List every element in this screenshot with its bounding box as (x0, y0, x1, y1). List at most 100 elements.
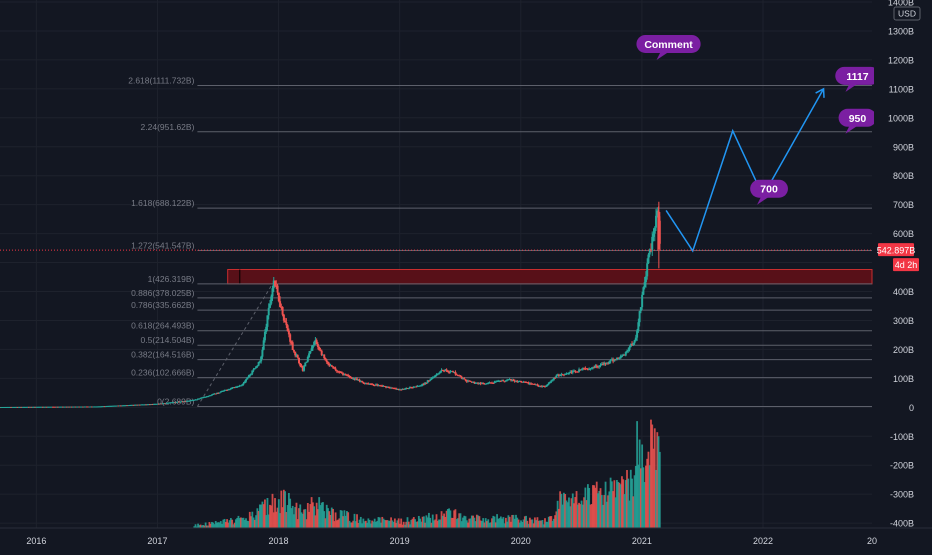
candle-body (649, 249, 652, 251)
volume-bar (293, 514, 295, 528)
candle-body (175, 401, 178, 403)
candle-body (238, 385, 241, 387)
candle-body (545, 385, 548, 387)
price-tick-label: 900B (893, 142, 914, 152)
candle-body (179, 401, 182, 403)
volume-bar (407, 521, 410, 528)
candle-body (106, 405, 109, 407)
volume-bar (404, 524, 406, 528)
callout-bubble[interactable]: 950 (838, 108, 877, 134)
volume-bar (322, 502, 324, 528)
volume-bar (525, 515, 527, 528)
volume-bar (580, 500, 583, 528)
volume-bar (242, 517, 245, 528)
volume-bar (603, 495, 606, 528)
volume-bar (594, 487, 597, 528)
callout-bubble[interactable]: 1117 (835, 66, 880, 92)
volume-bar (420, 521, 423, 528)
candle-body (229, 388, 232, 390)
candle-body (88, 406, 91, 408)
volume-bar (381, 516, 384, 528)
volume-bar (251, 511, 254, 528)
price-axis[interactable]: 1400B 1300B 1200B 1100B 1000B 900B 800B 700B 600… (874, 0, 932, 550)
candle-body (86, 406, 89, 408)
candle-body (332, 366, 335, 368)
volume-bar (550, 516, 553, 528)
volume-bar (315, 502, 318, 528)
volume-bar (604, 481, 607, 528)
candle-body (580, 369, 583, 371)
current-price-label: 542.897B (877, 246, 916, 256)
candle-body (374, 384, 377, 386)
candle-body (603, 362, 606, 365)
candle-body (306, 357, 309, 362)
candle-body (608, 361, 611, 364)
candle-body (209, 395, 212, 397)
candle-body (356, 378, 359, 381)
fib-level-label: 1.272(541.547B) (131, 241, 194, 251)
candle-body (281, 306, 284, 315)
callout-bubble[interactable]: Comment (636, 34, 701, 60)
candle-body (64, 406, 67, 408)
arrow-head (815, 87, 825, 98)
projection-path-layer[interactable] (665, 87, 825, 253)
candle-body (118, 405, 121, 407)
candle-body (310, 348, 313, 352)
volume-bar (436, 520, 439, 528)
candle-body (295, 355, 298, 357)
callout-text: 950 (849, 113, 867, 125)
volume-bar (602, 504, 604, 528)
volume-bar (366, 522, 369, 528)
volume-bar (560, 493, 563, 528)
candle-body (7, 406, 10, 408)
volume-bar (462, 517, 464, 528)
candle-body (605, 363, 608, 365)
candle-body (357, 379, 360, 381)
volume-bar (626, 470, 628, 528)
candle-body (314, 340, 317, 343)
candle-body (574, 370, 577, 372)
candle-body (69, 406, 72, 408)
candle-body (464, 379, 467, 381)
candle-body (489, 382, 492, 384)
volume-bar (506, 521, 509, 528)
candle-body (531, 383, 534, 385)
volume-bar (377, 517, 380, 528)
volume-bar (492, 515, 495, 528)
volume-bar (290, 508, 293, 528)
candle-body (77, 406, 80, 408)
time-axis[interactable]: 2016 2017 2018 2019 2020 2021 2022 20 (0, 527, 932, 546)
volume-bar (426, 517, 429, 528)
volume-bar (653, 428, 656, 528)
candle-body (527, 382, 530, 385)
candle-body (228, 389, 231, 391)
volume-bar (361, 523, 363, 528)
volume-bar (501, 518, 504, 528)
candle-body (203, 396, 206, 398)
candle-body (192, 399, 195, 401)
volume-bar (570, 498, 573, 528)
candle-body (434, 375, 437, 378)
candle-body (79, 406, 82, 408)
price-tick-label: 300B (893, 316, 914, 326)
callout-labels[interactable]: Comment 1117 950 700 (636, 34, 880, 205)
candle-body (83, 406, 86, 408)
volume-bar (452, 517, 454, 528)
candle-body (537, 385, 540, 387)
volume-bar (434, 519, 437, 528)
volume-bar (271, 493, 274, 528)
candle-body (62, 406, 65, 408)
currency-badge[interactable] (893, 6, 921, 21)
candle-body (328, 363, 331, 366)
callout-bubble[interactable]: 700 (750, 179, 788, 205)
candle-body (483, 383, 486, 385)
fib-level-label: 0.786(335.662B) (131, 300, 194, 310)
volume-bar (592, 485, 594, 528)
volume-bar (332, 508, 334, 528)
candle-body (217, 392, 220, 394)
candle-body (530, 383, 533, 385)
projection-path[interactable] (665, 88, 825, 253)
candle-body (205, 396, 208, 398)
volume-bar (275, 511, 278, 528)
